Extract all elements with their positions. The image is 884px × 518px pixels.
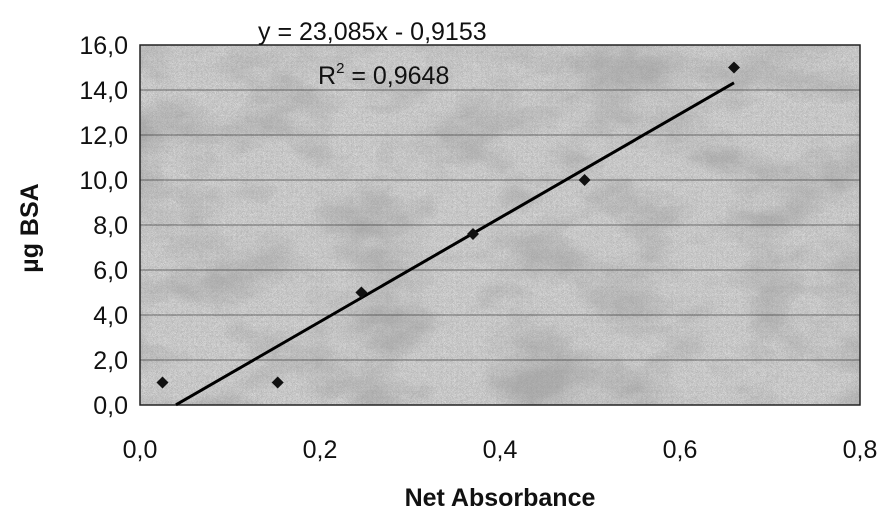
x-tick-label: 0,6: [663, 436, 698, 464]
gridlines: [140, 89, 860, 361]
x-axis-ticks: 0,0 0,2 0,4 0,6 0,8: [123, 436, 878, 464]
r-squared-value: = 0,9648: [344, 62, 449, 90]
y-axis-title: µg BSA: [16, 183, 44, 272]
r-squared-superscript: 2: [336, 60, 344, 77]
r-squared-prefix: R: [318, 62, 336, 90]
y-tick-label: 10,0: [79, 167, 128, 195]
y-tick-label: 14,0: [79, 77, 128, 105]
plot-frame: [139, 44, 861, 406]
x-axis-title: Net Absorbance: [405, 484, 596, 512]
data-point: [355, 286, 368, 299]
data-point: [728, 61, 740, 74]
trendline-group: [175, 81, 735, 407]
y-tick-label: 4,0: [93, 302, 128, 330]
y-tick-label: 12,0: [79, 122, 128, 150]
y-tick-label: 0,0: [93, 392, 128, 420]
data-point: [271, 376, 284, 389]
y-tick-label: 2,0: [93, 347, 128, 375]
data-points-group: [156, 61, 740, 389]
data-point: [156, 376, 169, 389]
data-point: [578, 174, 591, 186]
data-point: [467, 228, 479, 240]
r-squared-label: R2 = 0,9648: [318, 60, 449, 90]
x-tick-label: 0,2: [303, 436, 338, 464]
trendline: [175, 81, 735, 407]
trendline-equation: y = 23,085x - 0,9153: [258, 18, 487, 46]
y-axis-ticks: 0,0 2,0 4,0 6,0 8,0 10,0 12,0 14,0 16,0: [79, 32, 128, 420]
y-tick-label: 8,0: [93, 212, 128, 240]
x-tick-label: 0,0: [123, 436, 158, 464]
y-tick-label: 6,0: [93, 257, 128, 285]
x-tick-label: 0,4: [483, 436, 518, 464]
x-tick-label: 0,8: [843, 436, 878, 464]
y-tick-label: 16,0: [79, 32, 128, 60]
